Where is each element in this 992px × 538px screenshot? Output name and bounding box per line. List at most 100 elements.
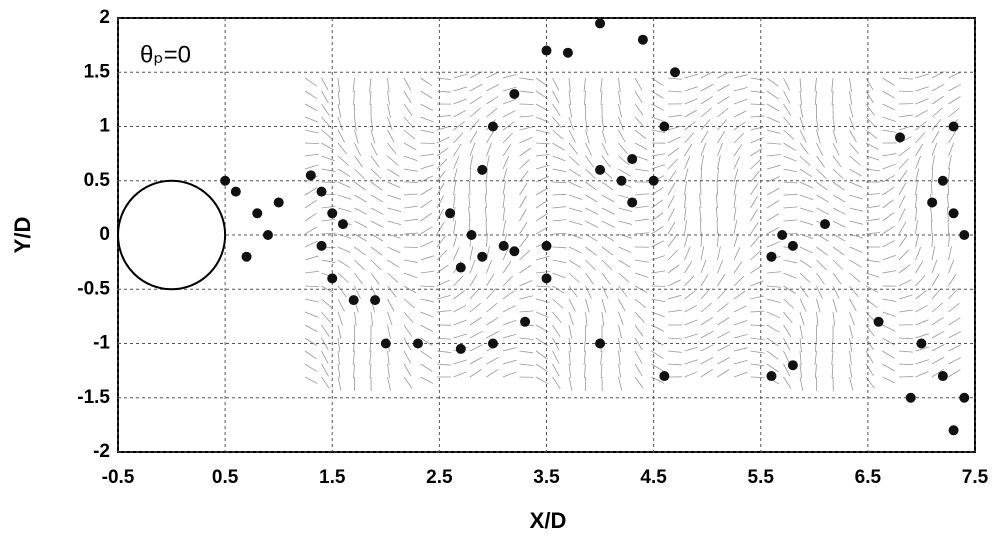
- vector: [387, 363, 390, 378]
- vector: [783, 337, 791, 351]
- vector: [814, 90, 817, 105]
- vector: [948, 357, 962, 365]
- vector: [370, 311, 374, 326]
- vector: [882, 212, 894, 222]
- particle: [466, 230, 477, 240]
- vector: [783, 324, 792, 338]
- vector: [931, 302, 943, 313]
- vector: [403, 324, 413, 337]
- vector: [816, 116, 819, 131]
- vector: [304, 285, 320, 288]
- vector: [766, 77, 779, 87]
- particle: [455, 262, 466, 273]
- vector: [436, 249, 448, 261]
- vector: [552, 129, 564, 140]
- vector: [799, 207, 814, 213]
- vector: [304, 255, 319, 261]
- particle: [787, 360, 798, 371]
- vector: [700, 273, 709, 287]
- vector: [799, 376, 804, 391]
- vector: [387, 103, 391, 118]
- vector: [832, 194, 846, 203]
- vector: [832, 233, 846, 242]
- vector: [733, 74, 748, 79]
- vector: [915, 220, 918, 235]
- vector: [453, 220, 457, 235]
- vector: [831, 77, 834, 92]
- vector: [915, 181, 918, 196]
- vector: [370, 220, 384, 228]
- vector: [766, 116, 780, 123]
- vector: [618, 311, 624, 326]
- vector: [370, 194, 384, 203]
- vector: [585, 259, 596, 271]
- vector: [387, 207, 402, 213]
- vector: [882, 298, 897, 302]
- vector: [898, 90, 914, 93]
- vector: [931, 288, 942, 300]
- vector: [353, 90, 355, 105]
- particle: [595, 164, 606, 175]
- vector: [717, 302, 729, 313]
- particle: [787, 240, 798, 251]
- vector: [651, 298, 666, 303]
- vector: [865, 324, 875, 337]
- vector: [519, 310, 534, 313]
- vector: [816, 259, 827, 271]
- vector: [601, 220, 615, 228]
- vector: [699, 219, 702, 235]
- vector: [700, 155, 705, 170]
- vector: [420, 226, 433, 235]
- vector: [931, 83, 945, 92]
- vector: [353, 337, 355, 352]
- vector: [519, 77, 534, 81]
- vector: [667, 249, 679, 261]
- vector: [717, 288, 728, 300]
- particle: [895, 132, 906, 143]
- vector: [584, 363, 586, 378]
- vector: [651, 116, 665, 123]
- vector: [321, 324, 330, 337]
- vector: [634, 298, 647, 309]
- vector: [799, 272, 811, 283]
- y-tick-label: -0.5: [77, 278, 110, 299]
- particle: [648, 175, 659, 186]
- vector: [634, 259, 649, 263]
- vector: [469, 259, 476, 274]
- vector: [799, 103, 804, 118]
- vector: [717, 142, 723, 157]
- vector: [948, 273, 957, 287]
- vector: [387, 272, 399, 283]
- vector: [849, 246, 863, 253]
- vector: [700, 288, 711, 300]
- vector: [486, 273, 495, 287]
- vector: [519, 115, 534, 118]
- vector: [552, 376, 561, 389]
- vector: [733, 156, 741, 170]
- vector: [535, 363, 548, 373]
- vector: [831, 363, 834, 378]
- vector: [354, 168, 365, 180]
- vector: [931, 246, 936, 261]
- vector: [783, 168, 798, 173]
- vector: [469, 368, 482, 378]
- vector: [354, 272, 364, 285]
- vector: [831, 350, 834, 365]
- vector: [915, 359, 929, 365]
- vector: [865, 77, 874, 91]
- vector: [601, 181, 614, 191]
- vector: [882, 186, 895, 196]
- vector: [766, 187, 780, 196]
- vector: [535, 337, 548, 347]
- vector: [699, 207, 702, 222]
- vector: [849, 129, 857, 143]
- y-axis-title: Y/D: [10, 217, 35, 254]
- vector: [387, 376, 392, 391]
- vector: [783, 77, 791, 91]
- vector: [849, 168, 862, 177]
- vector: [717, 344, 731, 352]
- vector: [816, 155, 826, 168]
- particle: [595, 18, 606, 29]
- vector: [915, 132, 926, 144]
- vector: [304, 187, 318, 196]
